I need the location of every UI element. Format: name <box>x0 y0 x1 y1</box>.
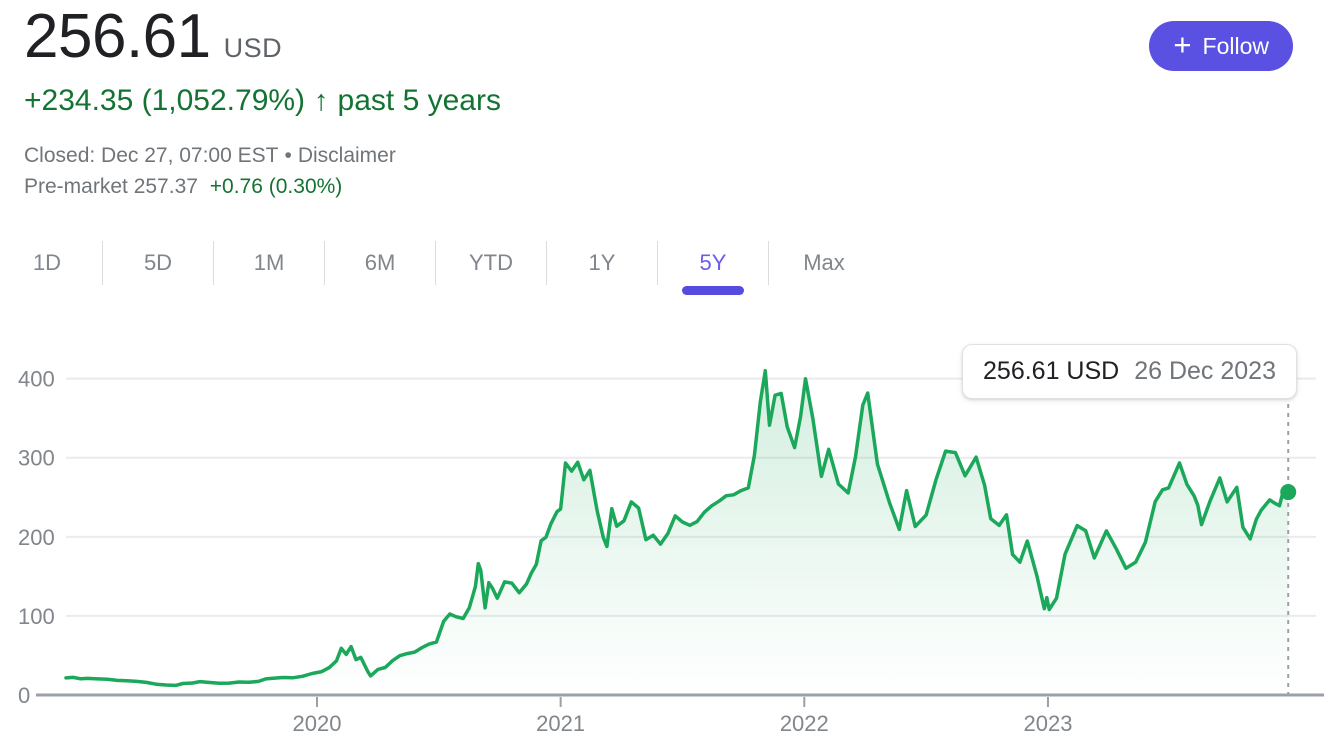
market-status-row: Closed: Dec 27, 07:00 EST • Disclaimer <box>24 144 396 168</box>
bullet-separator: • <box>284 144 292 167</box>
svg-text:200: 200 <box>18 525 55 550</box>
svg-text:0: 0 <box>18 683 30 708</box>
premarket-price: 257.37 <box>133 175 198 198</box>
current-price: 256.61 <box>24 2 211 71</box>
premarket-row: Pre-market 257.37 +0.76 (0.30%) <box>24 175 342 199</box>
tab-separator <box>213 241 214 285</box>
svg-text:2022: 2022 <box>780 711 829 736</box>
svg-text:2021: 2021 <box>536 711 585 736</box>
plus-icon: + <box>1173 27 1192 62</box>
price-header: 256.61 USD <box>24 0 282 74</box>
tab-1d[interactable]: 1D <box>32 250 62 275</box>
svg-text:2020: 2020 <box>292 711 341 736</box>
tab-max[interactable]: Max <box>803 250 845 275</box>
tab-5y-label: 5Y <box>699 250 727 275</box>
up-arrow-icon: ↑ <box>314 84 329 117</box>
chart-tooltip: 256.61 USD 26 Dec 2023 <box>962 344 1297 399</box>
premarket-label: Pre-market <box>24 175 128 198</box>
currency-label: USD <box>223 33 283 63</box>
tab-ytd[interactable]: YTD <box>469 250 513 275</box>
svg-text:2023: 2023 <box>1023 711 1072 736</box>
tab-separator <box>768 241 769 285</box>
market-status: Closed: Dec 27, 07:00 EST <box>24 144 279 167</box>
tooltip-price: 256.61 USD <box>983 357 1120 385</box>
tab-separator <box>546 241 547 285</box>
premarket-change: +0.76 (0.30%) <box>209 175 343 198</box>
change-period: past 5 years <box>337 84 501 117</box>
follow-button[interactable]: + Follow <box>1149 21 1293 71</box>
tab-1y[interactable]: 1Y <box>588 250 616 275</box>
tab-6m[interactable]: 6M <box>364 250 396 275</box>
svg-text:400: 400 <box>18 367 55 392</box>
tab-separator <box>435 241 436 285</box>
tab-separator <box>324 241 325 285</box>
time-range-tabs: 1D 5D 1M 6M YTD 1Y 5Y Max <box>0 240 879 295</box>
tab-separator <box>102 241 103 285</box>
follow-button-label: Follow <box>1202 32 1269 59</box>
tab-separator <box>657 241 658 285</box>
selected-tab-underline <box>682 286 744 295</box>
tooltip-date: 26 Dec 2023 <box>1134 357 1276 385</box>
disclaimer-link[interactable]: Disclaimer <box>297 144 396 167</box>
svg-text:100: 100 <box>18 604 55 629</box>
svg-text:300: 300 <box>18 446 55 471</box>
tab-1m[interactable]: 1M <box>253 250 285 275</box>
tab-5d[interactable]: 5D <box>143 250 173 275</box>
change-value: +234.35 (1,052.79%) <box>24 84 306 117</box>
price-change-row: +234.35 (1,052.79%) ↑ past 5 years <box>24 84 501 118</box>
tab-5y[interactable]: 5Y <box>658 240 768 295</box>
